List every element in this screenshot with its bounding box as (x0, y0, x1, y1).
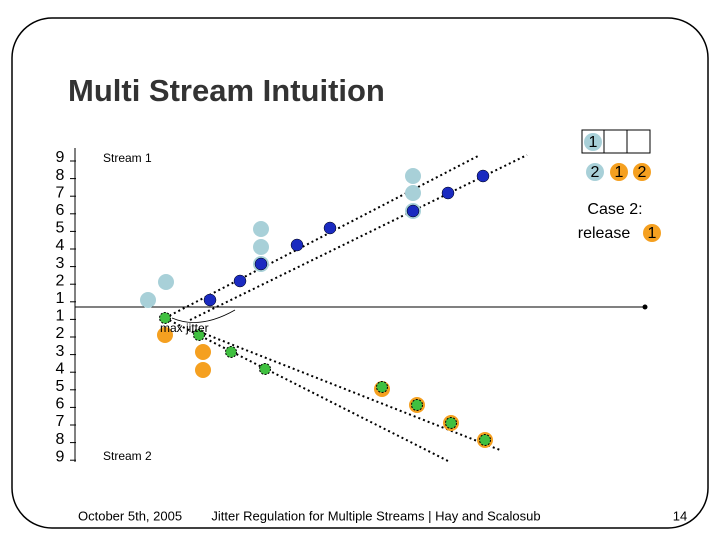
axis-label: 2 (56, 272, 65, 289)
axis-label: 4 (56, 360, 65, 377)
case-heading: Case 2: (587, 201, 642, 218)
axis-end (642, 304, 648, 310)
buffer-dot (633, 163, 651, 181)
green-dots (159, 312, 491, 446)
axis-label: 6 (56, 396, 65, 413)
buffer-dot (584, 133, 602, 151)
case-item: 1 (648, 225, 657, 242)
buffer-item: 1 (589, 134, 598, 151)
axis-label: 5 (56, 378, 65, 395)
buffer-item: 1 (615, 164, 624, 181)
buffer-item: 2 (591, 164, 600, 181)
annotation: max jitter (160, 321, 209, 335)
axis-label: 7 (56, 184, 65, 201)
footer-center: Jitter Regulation for Multiple Streams |… (211, 508, 540, 523)
buffer-dot (610, 163, 628, 181)
axis-label: 2 (56, 325, 65, 342)
case-action: release (578, 225, 631, 242)
blue-dots (203, 169, 490, 307)
axis-label: 3 (56, 343, 65, 360)
axis-label: 8 (56, 167, 65, 184)
axis-label: 4 (56, 237, 65, 254)
axis-label: 6 (56, 202, 65, 219)
axis-label: 9 (56, 448, 65, 465)
axis-label: 3 (56, 255, 65, 272)
axis-label: 8 (56, 431, 65, 448)
buffer-boxes (581, 129, 651, 154)
dashed-lines (164, 154, 528, 463)
slide-border (11, 17, 709, 529)
title: Multi Stream Intuition (68, 73, 385, 108)
jitter-arc (171, 309, 236, 323)
stream-label: Stream 2 (103, 449, 152, 463)
footer-date: October 5th, 2005 (78, 508, 182, 523)
release-dot (643, 224, 661, 242)
axis-label: 5 (56, 220, 65, 237)
axis-label: 9 (56, 149, 65, 166)
buffer-item: 2 (638, 164, 647, 181)
axis-label: 7 (56, 413, 65, 430)
axis-label: 1 (56, 290, 65, 307)
stream-label: Stream 1 (103, 151, 152, 165)
buffer-dot (586, 163, 604, 181)
axis-label: 1 (56, 308, 65, 325)
footer-page: 14 (673, 508, 687, 523)
